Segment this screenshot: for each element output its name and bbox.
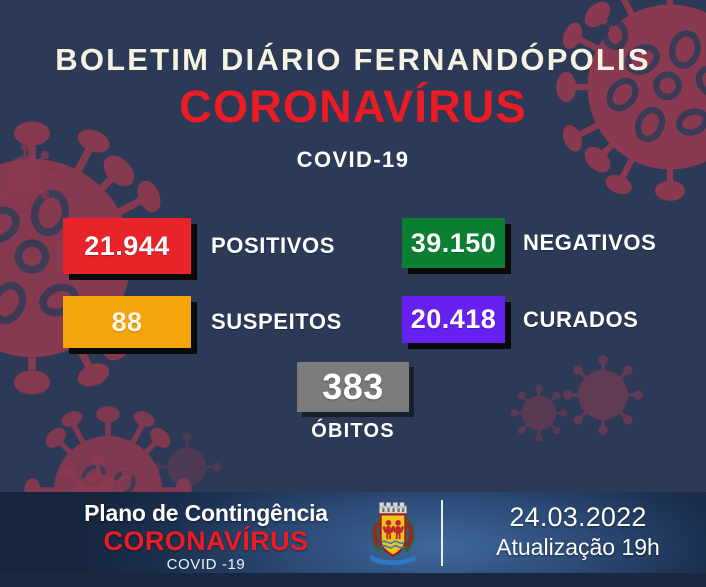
stat-row-1: 21.944 POSITIVOS 39.150 NEGATIVOS — [0, 218, 706, 296]
stat-positivos: 21.944 POSITIVOS — [63, 218, 335, 274]
stat-negativos-value: 39.150 — [410, 227, 497, 258]
plano-contingencia-block: Plano de Contingência CORONAVÍRUS COVID … — [58, 500, 354, 573]
stat-obitos: 383 ÓBITOS — [0, 362, 706, 443]
plano-title: Plano de Contingência — [84, 500, 328, 526]
title-coronavirus: CORONAVÍRUS — [179, 80, 527, 132]
stat-negativos: 39.150 NEGATIVOS — [402, 218, 656, 268]
footer-divider — [441, 500, 443, 566]
poster-footer: Plano de Contingência CORONAVÍRUS COVID … — [0, 492, 706, 587]
page-title: BOLETIM DIÁRIO FERNANDÓPOLIS — [55, 42, 651, 77]
bulletin-date: 24.03.2022 — [509, 502, 647, 532]
stat-negativos-label: NEGATIVOS — [523, 230, 657, 255]
stat-suspeitos-label: SUSPEITOS — [211, 309, 342, 334]
title-covid19: COVID-19 — [296, 146, 410, 172]
footer-date-block: 24.03.2022 Atualização 19h — [460, 502, 696, 561]
stat-obitos-chip: 383 — [297, 362, 409, 412]
footer-bottom-strip — [0, 573, 706, 587]
stat-positivos-label: POSITIVOS — [211, 233, 335, 258]
bulletin-update-time: Atualização 19h — [496, 534, 660, 560]
stat-suspeitos: 88 SUSPEITOS — [63, 296, 342, 348]
plano-covid19: COVID -19 — [166, 556, 246, 574]
statistics-section: 21.944 POSITIVOS 39.150 NEGATIVOS 88 SUS… — [0, 218, 706, 374]
coat-of-arms-icon — [370, 502, 416, 566]
stat-positivos-chip: 21.944 — [63, 218, 191, 274]
stat-suspeitos-chip: 88 — [63, 296, 191, 348]
stat-negativos-chip: 39.150 — [402, 218, 505, 268]
footer-content: Plano de Contingência CORONAVÍRUS COVID … — [0, 492, 706, 573]
stat-obitos-label: ÓBITOS — [311, 420, 395, 442]
plano-coronavirus: CORONAVÍRUS — [103, 526, 309, 556]
stat-suspeitos-value: 88 — [111, 306, 143, 337]
poster-header: BOLETIM DIÁRIO FERNANDÓPOLIS CORONAVÍRUS… — [0, 42, 706, 173]
stat-curados-chip: 20.418 — [402, 296, 505, 343]
stat-curados-label: CURADOS — [523, 306, 639, 332]
stat-curados: 20.418 CURADOS — [402, 296, 638, 343]
stat-curados-value: 20.418 — [410, 304, 497, 334]
stat-obitos-value: 383 — [322, 366, 384, 407]
stat-positivos-value: 21.944 — [84, 230, 170, 261]
